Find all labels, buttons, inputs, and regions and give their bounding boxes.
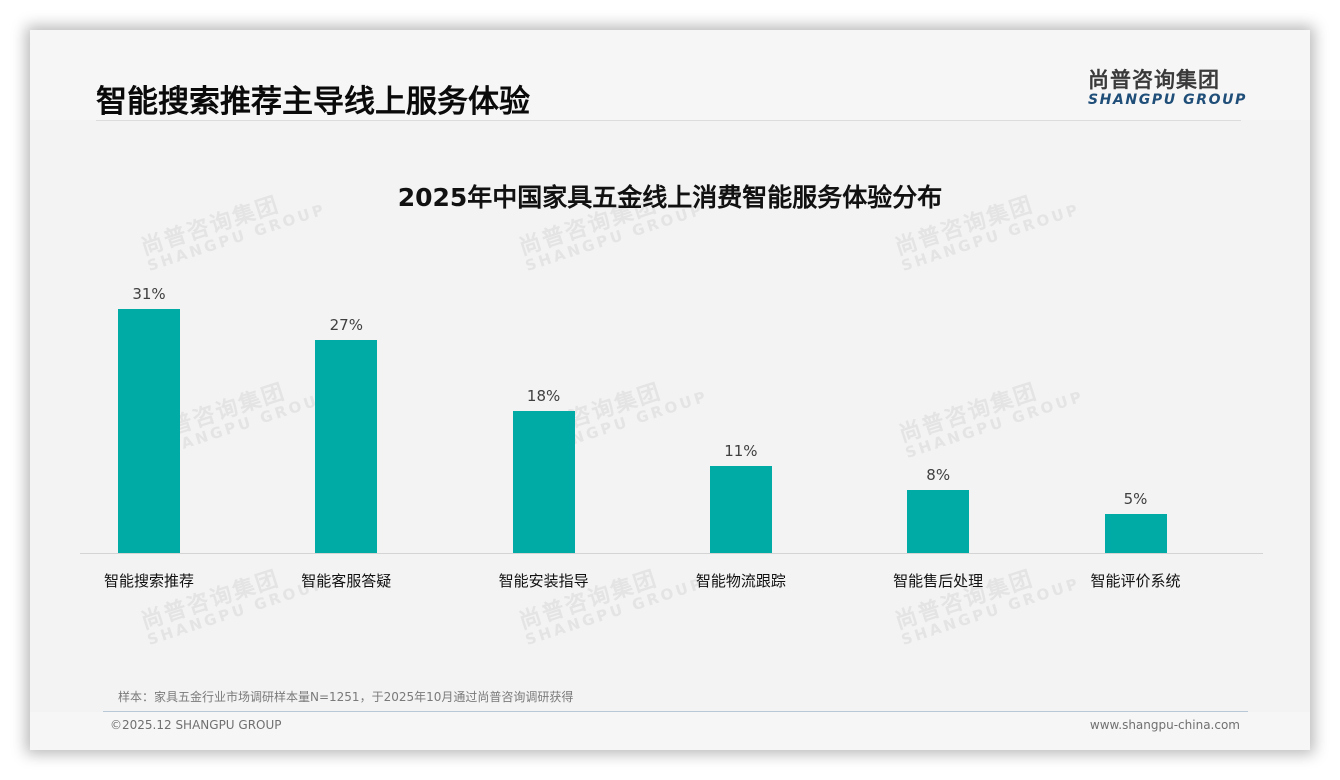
bar (907, 490, 970, 553)
bar-value-label: 27% (329, 316, 363, 335)
category-label: 智能搜索推荐 (103, 572, 194, 590)
company-logo: 尚普咨询集团 SHANGPU GROUP (1088, 64, 1248, 108)
slide: 智能搜索推荐主导线上服务体验 尚普咨询集团 SHANGPU GROUP 尚普咨询… (30, 30, 1310, 750)
watermark: 尚普咨询集团 SHANGPU GROUP (896, 379, 1087, 463)
watermark: 尚普咨询集团 SHANGPU GROUP (892, 566, 1083, 650)
footer-divider (103, 711, 1248, 712)
category-label: 智能客服答疑 (301, 572, 392, 590)
category-label: 智能安装指导 (498, 572, 589, 590)
footer-band (30, 712, 1310, 750)
bar (709, 466, 772, 553)
page-title: 智能搜索推荐主导线上服务体验 (96, 84, 530, 120)
title-divider (96, 120, 1241, 121)
header-band (30, 30, 1310, 120)
website-link[interactable]: www.shangpu-china.com (1089, 718, 1240, 732)
category-label: 智能售后处理 (893, 572, 984, 590)
bar (118, 309, 180, 553)
logo-chinese-text: 尚普咨询集团 (1088, 68, 1220, 92)
bar-value-label: 31% (132, 285, 166, 303)
bar (315, 340, 378, 553)
bar (1104, 513, 1167, 553)
sample-note: 样本：家具五金行业市场调研样本量N=1251，于2025年10月通过尚普咨询调研… (118, 690, 574, 704)
x-axis-line (80, 553, 1263, 554)
logo-english-text: SHANGPU GROUP (1088, 92, 1247, 108)
copyright-text: ©2025.12 SHANGPU GROUP (110, 718, 282, 732)
bar-value-label: 5% (1123, 489, 1148, 508)
bar-value-label: 11% (724, 442, 758, 461)
category-label: 智能物流跟踪 (695, 572, 786, 590)
watermark: 尚普咨询集团 SHANGPU GROUP (138, 566, 329, 650)
bar-value-label: 18% (526, 387, 561, 406)
bar (512, 411, 575, 553)
bar-value-label: 8% (926, 466, 951, 485)
chart-title: 2025年中国家具五金线上消费智能服务体验分布 (397, 183, 943, 212)
watermark: 尚普咨询集团 SHANGPU GROUP (516, 566, 707, 650)
category-label: 智能评价系统 (1090, 572, 1181, 590)
